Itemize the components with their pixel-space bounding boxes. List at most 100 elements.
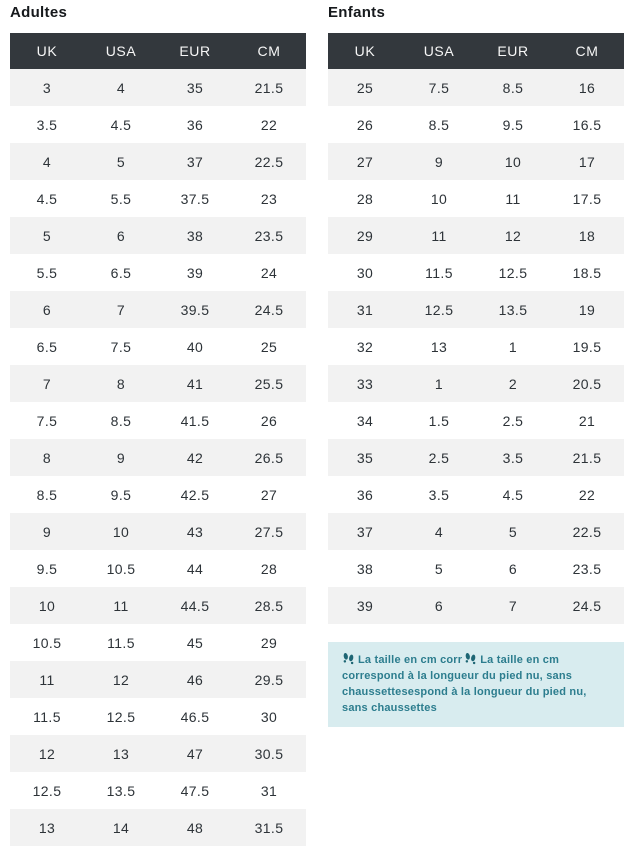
kids-size-table: UK USA EUR CM 25 7.5 8.5 16 26 8.5 9.5 16.5 27 9 10 17 2… — [328, 33, 624, 624]
table-cell: 28 — [356, 190, 374, 207]
table-cell: 37 — [356, 523, 374, 540]
table-cell: 8.5 — [502, 79, 524, 96]
table-cell: 4 — [434, 523, 444, 540]
table-cell: 12.5 — [424, 301, 454, 318]
table-cell: 13 — [38, 819, 56, 836]
table-cell: 37 — [186, 153, 204, 170]
table-cell: 1 — [508, 338, 518, 355]
table-cell: 11 — [39, 671, 55, 688]
table-cell: 12 — [504, 227, 522, 244]
table-cell: 7 — [508, 597, 518, 614]
table-cell: 12 — [38, 745, 56, 762]
table-row: 9.5 10.5 44 28 — [10, 550, 306, 587]
table-row: 4 5 37 22.5 — [10, 143, 306, 180]
table-cell: 6 — [508, 560, 518, 577]
table-cell: 43 — [186, 523, 204, 540]
footprints-icon — [464, 652, 477, 669]
table-cell: 19 — [578, 301, 596, 318]
table-cell: 6 — [434, 597, 444, 614]
table-row: 38 5 6 23.5 — [328, 550, 624, 587]
table-cell: 5 — [508, 523, 518, 540]
table-cell: 32 — [356, 338, 374, 355]
table-row: 3.5 4.5 36 22 — [10, 106, 306, 143]
table-cell: 3.5 — [428, 486, 450, 503]
table-cell: 21.5 — [572, 449, 602, 466]
table-cell: 47 — [186, 745, 204, 762]
table-cell: 12 — [112, 671, 130, 688]
table-cell: 19.5 — [572, 338, 602, 355]
table-cell: 8 — [116, 375, 126, 392]
table-cell: 22.5 — [254, 153, 284, 170]
table-cell: 13.5 — [498, 301, 528, 318]
table-cell: 26 — [356, 116, 374, 133]
table-cell: 22 — [260, 116, 278, 133]
table-cell: 40 — [186, 338, 204, 355]
table-cell: 11.5 — [33, 708, 61, 725]
table-cell: 11.5 — [425, 264, 453, 281]
table-cell: 23.5 — [572, 560, 602, 577]
table-cell: 6 — [116, 227, 126, 244]
table-row: 6 7 39.5 24.5 — [10, 291, 306, 328]
table-cell: 5 — [434, 560, 444, 577]
table-cell: 42 — [186, 449, 204, 466]
table-cell: 4.5 — [110, 116, 132, 133]
table-cell: 7.5 — [36, 412, 58, 429]
table-cell: 37.5 — [180, 190, 210, 207]
table-cell: 20.5 — [572, 375, 602, 392]
table-cell: 31 — [260, 782, 278, 799]
adults-size-table: UK USA EUR CM 3 4 35 21.5 3.5 4.5 36 22 4 5 37 22.5 4.5 5… — [10, 33, 306, 846]
table-cell: 31.5 — [254, 819, 284, 836]
table-cell: 28 — [260, 560, 278, 577]
table-row: 13 14 48 31.5 — [10, 809, 306, 846]
table-cell: 30 — [356, 264, 374, 281]
table-cell: 22.5 — [572, 523, 602, 540]
table-cell: 8.5 — [36, 486, 58, 503]
table-cell: 41.5 — [180, 412, 210, 429]
table-cell: 9 — [434, 153, 444, 170]
note-text-part2: La taille en cm correspond à la longueur… — [342, 654, 587, 714]
table-cell: 10 — [38, 597, 56, 614]
table-cell: 25 — [260, 338, 278, 355]
table-cell: 9.5 — [110, 486, 132, 503]
table-cell: 9.5 — [36, 560, 58, 577]
table-cell: 38 — [356, 560, 374, 577]
table-row: 5 6 38 23.5 — [10, 217, 306, 254]
table-cell: 10 — [430, 190, 448, 207]
table-cell: 18 — [578, 227, 596, 244]
table-cell: 27 — [356, 153, 374, 170]
table-cell: 26 — [260, 412, 278, 429]
table-row: 10.5 11.5 45 29 — [10, 624, 306, 661]
column-header-cm: CM — [232, 33, 306, 69]
note-text-part1: La taille en cm corr — [358, 654, 463, 666]
table-cell: 39.5 — [180, 301, 210, 318]
table-cell: 30 — [260, 708, 278, 725]
table-cell: 7 — [116, 301, 126, 318]
table-cell: 2.5 — [502, 412, 524, 429]
table-cell: 11 — [113, 597, 129, 614]
table-row: 12 13 47 30.5 — [10, 735, 306, 772]
table-cell: 5.5 — [36, 264, 58, 281]
table-row: 37 4 5 22.5 — [328, 513, 624, 550]
table-cell: 16 — [578, 79, 596, 96]
table-cell: 2.5 — [428, 449, 450, 466]
table-cell: 5.5 — [110, 190, 132, 207]
table-cell: 29.5 — [254, 671, 284, 688]
table-cell: 8.5 — [428, 116, 450, 133]
table-cell: 12.5 — [32, 782, 62, 799]
table-cell: 27 — [260, 486, 278, 503]
table-cell: 24.5 — [254, 301, 284, 318]
table-row: 8.5 9.5 42.5 27 — [10, 476, 306, 513]
table-cell: 28.5 — [254, 597, 284, 614]
table-cell: 14 — [112, 819, 130, 836]
table-cell: 10 — [504, 153, 522, 170]
table-row: 9 10 43 27.5 — [10, 513, 306, 550]
table-row: 4.5 5.5 37.5 23 — [10, 180, 306, 217]
table-cell: 23 — [260, 190, 278, 207]
table-cell: 21.5 — [254, 79, 284, 96]
table-cell: 4.5 — [36, 190, 58, 207]
table-cell: 38 — [186, 227, 204, 244]
table-cell: 31 — [356, 301, 374, 318]
table-cell: 46 — [186, 671, 204, 688]
note-box: La taille en cm corr La taille en cm corr… — [328, 642, 624, 727]
table-row: 36 3.5 4.5 22 — [328, 476, 624, 513]
